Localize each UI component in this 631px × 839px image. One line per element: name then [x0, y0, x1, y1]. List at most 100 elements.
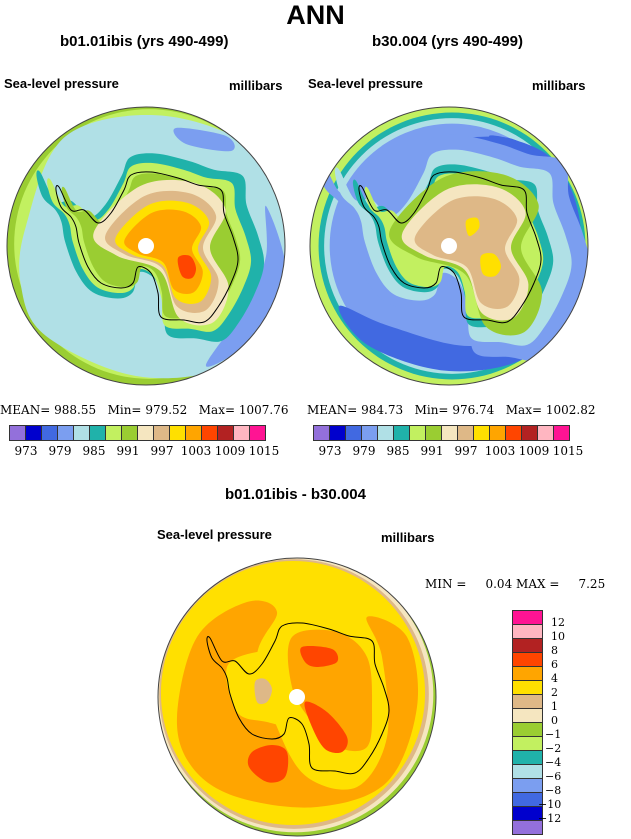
colorbar-swatch [378, 425, 394, 441]
colorbar-swatch [512, 779, 543, 793]
colorbar-swatch [106, 425, 122, 441]
colorbar-swatch [314, 425, 330, 441]
contour-fill [300, 645, 339, 667]
colorbar-tick-label: −2 [545, 742, 562, 755]
max-value: 1007.76 [238, 403, 289, 417]
colorbar-tick-label: 991 [420, 444, 444, 458]
min-label: Min= [414, 403, 449, 417]
colorbar-panel-1 [9, 425, 266, 441]
colorbar-tick-label: 979 [352, 444, 376, 458]
colorbar-swatch [512, 611, 543, 625]
colorbar-swatch [74, 425, 90, 441]
panel-2-title: b30.004 (yrs 490-499) [372, 33, 523, 50]
colorbar-swatch [512, 751, 543, 765]
coastline [55, 171, 239, 324]
colorbar-swatch [250, 425, 266, 441]
colorbar-tick-label: 997 [454, 444, 478, 458]
colorbar-tick-label: 997 [150, 444, 174, 458]
colorbar-tick-label: −10 [538, 798, 562, 811]
colorbar-swatch [512, 625, 543, 639]
contour-fill [304, 701, 348, 754]
figure-title: ANN [286, 0, 345, 30]
coastline [358, 171, 542, 324]
contour-fill [254, 678, 273, 705]
panel-3-units: millibars [381, 530, 435, 545]
colorbar-swatch [512, 723, 543, 737]
colorbar-swatch [90, 425, 106, 441]
coastline [206, 622, 390, 775]
colorbar-swatch [58, 425, 74, 441]
colorbar-swatch [512, 695, 543, 709]
min-value: 976.74 [452, 403, 495, 417]
contour-fill [173, 127, 235, 152]
colorbar-tick-label: 1 [551, 700, 558, 713]
max-value: 7.25 [578, 577, 606, 591]
pole-marker [289, 689, 305, 705]
colorbar-tick-label: 985 [82, 444, 106, 458]
colorbar-tick-label: 12 [551, 616, 565, 629]
polar-map-2 [309, 106, 589, 386]
colorbar-tick-label: 10 [551, 630, 565, 643]
colorbar-swatch [26, 425, 42, 441]
panel-1-title: b01.01ibis (yrs 490-499) [60, 33, 229, 50]
panel-3-stats: MIN = 0.04 MAX = 7.25 [425, 577, 605, 591]
colorbar-swatch [42, 425, 58, 441]
colorbar-tick-label: −8 [545, 784, 562, 797]
min-label: Min= [107, 403, 142, 417]
colorbar-swatch [426, 425, 442, 441]
colorbar-swatch [512, 709, 543, 723]
colorbar-swatch [218, 425, 234, 441]
max-label: MAX = [516, 577, 560, 591]
colorbar-tick-label: 973 [318, 444, 342, 458]
colorbar-swatch [512, 667, 543, 681]
colorbar-tick-label: −1 [545, 728, 562, 741]
colorbar-swatch [330, 425, 346, 441]
colorbar-swatch [362, 425, 378, 441]
mean-label: MEAN= [307, 403, 358, 417]
colorbar-tick-label: −4 [545, 756, 562, 769]
panel-2-variable: Sea-level pressure [308, 76, 423, 91]
panel-2-units: millibars [532, 78, 586, 93]
colorbar-tick-label: 1015 [552, 444, 584, 458]
colorbar-panel-2 [313, 425, 570, 441]
colorbar-tick-label: 1009 [518, 444, 550, 458]
contour-fill [414, 196, 520, 309]
colorbar-tick-label: 991 [116, 444, 140, 458]
colorbar-tick-label: 973 [14, 444, 38, 458]
colorbar-diff [512, 610, 543, 835]
contour-fill [177, 255, 197, 279]
colorbar-swatch [512, 765, 543, 779]
map-border [6, 106, 286, 386]
contour-fill [247, 745, 289, 783]
map-border [157, 557, 437, 837]
panel-1-units: millibars [229, 78, 283, 93]
colorbar-swatch [138, 425, 154, 441]
min-label: MIN = [425, 577, 467, 591]
colorbar-tick-label: 1003 [484, 444, 516, 458]
pole-marker [138, 238, 154, 254]
colorbar-tick-label: −12 [538, 812, 562, 825]
colorbar-swatch [512, 639, 543, 653]
colorbar-swatch [154, 425, 170, 441]
min-value: 0.04 [485, 577, 513, 591]
colorbar-swatch [512, 821, 543, 835]
colorbar-swatch [186, 425, 202, 441]
colorbar-swatch [512, 737, 543, 751]
colorbar-swatch [346, 425, 362, 441]
colorbar-tick-label: 8 [551, 644, 558, 657]
colorbar-swatch [522, 425, 538, 441]
min-value: 979.52 [145, 403, 188, 417]
colorbar-swatch [490, 425, 506, 441]
colorbar-swatch [554, 425, 570, 441]
contour-fill [465, 217, 480, 237]
contour-fill [176, 600, 419, 808]
mean-label: MEAN= [0, 403, 51, 417]
colorbar-swatch [170, 425, 186, 441]
colorbar-swatch [234, 425, 250, 441]
colorbar-swatch [512, 793, 543, 807]
colorbar-swatch [10, 425, 26, 441]
colorbar-swatch [512, 653, 543, 667]
panel-1-variable: Sea-level pressure [4, 76, 119, 91]
pole-marker [441, 238, 457, 254]
